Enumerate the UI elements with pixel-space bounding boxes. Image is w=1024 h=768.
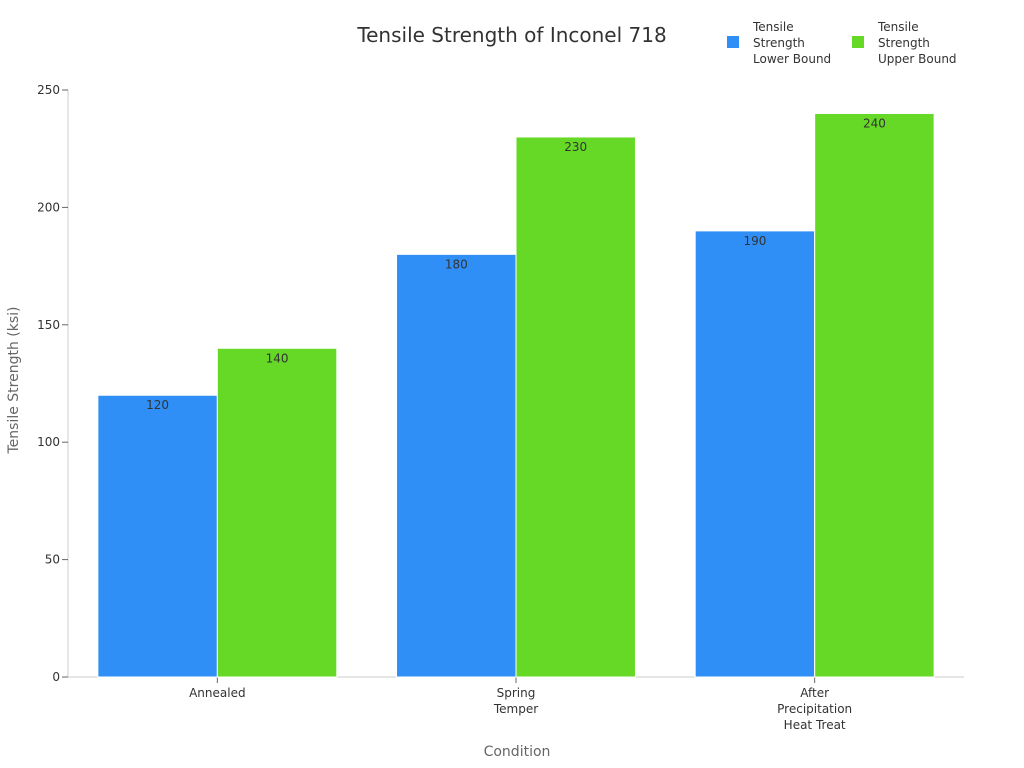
y-tick-label: 50 <box>45 553 60 567</box>
x-tick-label: Annealed <box>189 686 246 700</box>
bar <box>515 136 636 678</box>
data-label: 140 <box>266 351 289 365</box>
legend-label: Tensile Strength Lower Bound <box>752 20 831 66</box>
bar <box>396 253 517 678</box>
y-tick-label: 100 <box>37 435 60 449</box>
y-tick-label: 0 <box>52 670 60 684</box>
data-label: 240 <box>863 116 886 130</box>
legend: Tensile Strength Lower Bound Tensile Strengt… <box>727 20 957 66</box>
legend-swatch <box>727 36 739 48</box>
bar <box>694 230 816 678</box>
data-label: 230 <box>564 140 587 154</box>
y-tick-label: 150 <box>37 318 60 332</box>
y-tick-label: 200 <box>37 200 60 214</box>
bar <box>97 394 218 678</box>
x-axis-title: Condition <box>484 744 551 760</box>
plot-area: 0 50 100 150 200 250 Annealed 120 140 Spring Tempe… <box>37 83 964 732</box>
data-label: 180 <box>445 257 468 271</box>
data-label: 120 <box>146 398 169 412</box>
x-tick-label: After Precipitation Heat Treat <box>777 686 852 732</box>
bar <box>814 112 935 678</box>
y-axis-title: Tensile Strength (ksi) <box>6 306 22 454</box>
x-tick-label: Spring Temper <box>493 686 538 716</box>
legend-label: Tensile Strength Upper Bound <box>877 20 957 66</box>
data-label: 190 <box>743 234 766 248</box>
y-tick-label: 250 <box>37 83 60 97</box>
chart-title: Tensile Strength of Inconel 718 <box>356 23 666 47</box>
bar <box>216 347 338 678</box>
legend-swatch <box>852 36 864 48</box>
